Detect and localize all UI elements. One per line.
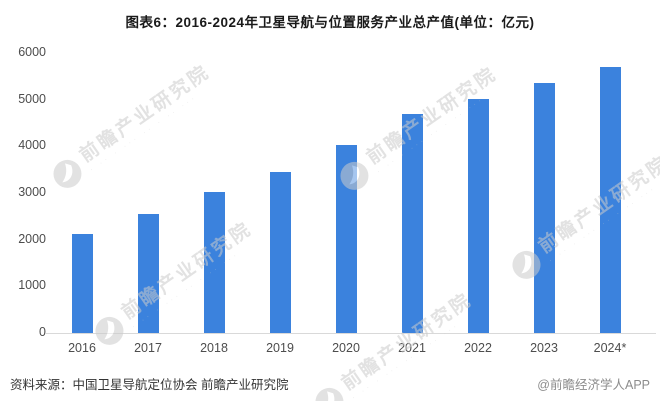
bar-2021: [401, 114, 423, 333]
watermark-subtext: · ·· · ··· ·· · ·· ···: [89, 94, 199, 174]
bar-2020: [335, 144, 357, 333]
chart-title: 图表6：2016-2024年卫星导航与位置服务产业总产值(单位：亿元): [125, 15, 535, 30]
bar-2018: [203, 192, 225, 333]
x-tick-label: 2016: [68, 341, 96, 355]
y-tick-label: 1000: [18, 278, 46, 293]
bar-2016: [71, 234, 93, 333]
bar-2024: [599, 67, 621, 333]
bar-2019: [269, 172, 291, 333]
credit-text: @前瞻经济学人APP: [537, 378, 650, 392]
x-tick-label: 2020: [332, 341, 360, 355]
bar-2022: [467, 99, 489, 333]
watermark: 前瞻产业研究院 · ·· · ··· ·· · ·· ···: [47, 61, 220, 195]
x-tick-label: 2018: [200, 341, 228, 355]
source-text: 资料来源：中国卫星导航定位协会 前瞻产业研究院: [10, 378, 289, 392]
x-axis-line: [46, 333, 656, 334]
y-tick-label: 6000: [18, 45, 46, 59]
y-tick-label: 4000: [18, 138, 46, 153]
bar-2023: [533, 82, 555, 333]
y-tick-label: 2000: [18, 231, 46, 246]
watermark: 前瞻产业研究院 · ·· · ··· ·· · ·· ···: [89, 218, 262, 352]
x-tick-label: 2024*: [593, 341, 627, 355]
x-tick-label: 2022: [464, 341, 492, 355]
y-tick-label: 0: [39, 325, 46, 339]
x-tick-label: 2021: [398, 341, 426, 355]
x-tick-label: 2017: [134, 341, 162, 355]
y-tick-label: 5000: [18, 91, 46, 106]
y-tick-label: 3000: [18, 185, 46, 199]
watermark-text: 前瞻产业研究院: [76, 61, 215, 167]
bar-2017: [137, 214, 159, 333]
watermark: 前瞻产业研究院 · ·· · ··· ·· · ·· ···: [506, 152, 660, 286]
x-tick-label: 2023: [530, 341, 558, 355]
qianzhan-logo-icon: [53, 159, 82, 188]
footer: 资料来源：中国卫星导航定位协会 前瞻产业研究院 @前瞻经济学人APP: [0, 374, 660, 393]
x-tick-label: 2019: [266, 341, 294, 355]
